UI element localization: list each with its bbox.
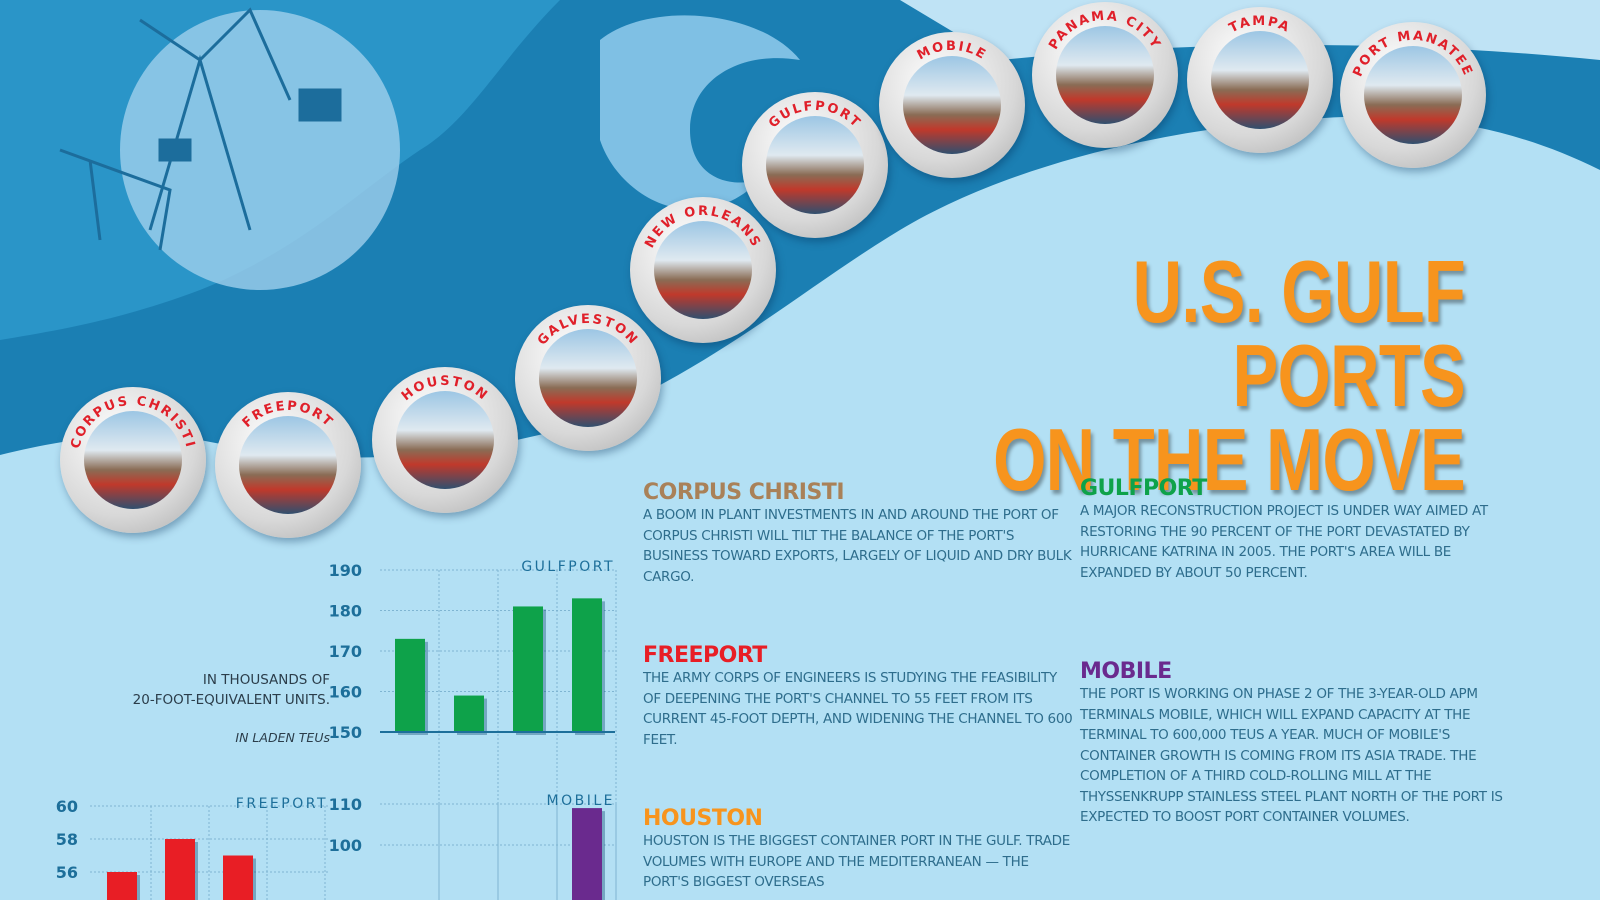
chart-title: MOBILE [547,793,615,809]
chart-title: GULFPORT [521,559,615,575]
port-name: TAMPA [1227,14,1293,36]
y-tick-label: 58 [56,830,78,849]
port-badge: FREEPORT [215,392,361,538]
y-tick-label: 100 [329,836,362,855]
port-photo [654,221,752,319]
port-photo [239,416,337,514]
chart-freeport: 56 58 60 FREEPORT [56,796,328,900]
port-photo [1211,31,1309,129]
port-badge: GALVESTON [515,305,661,451]
section-mobile: MOBILE THE PORT IS WORKING ON PHASE 2 OF … [1080,659,1503,825]
bar [513,606,543,732]
port-badge: CORPUS CHRISTI [60,387,206,533]
section-gulfport: GULFPORT A MAJOR RECONSTRUCTION PROJECT I… [1080,476,1488,581]
bar [572,808,602,900]
bar [165,839,195,900]
section-houston: HOUSTON HOUSTON IS THE BIGGEST CONTAINER … [643,806,1070,890]
section-corpus-christi: CORPUS CHRISTI A BOOM IN PLANT INVESTMENT… [643,480,1072,585]
port-badge: MOBILE [879,32,1025,178]
port-badge: HOUSTON [372,367,518,513]
bar [223,855,253,900]
y-tick-label: 56 [56,863,78,882]
bar [107,872,137,900]
chart-gulfport: 150 160 170 180 190 GULFPORT [329,559,617,900]
chart-title: FREEPORT [236,796,328,812]
y-tick-label: 160 [329,683,362,702]
port-photo [903,56,1001,154]
port-badge: TAMPA [1187,7,1333,153]
port-photo [1056,26,1154,124]
y-tick-label: 180 [329,602,362,621]
port-photo [84,411,182,509]
y-tick-label: 60 [56,797,78,816]
chart-mobile: 100 110 MOBILE [329,793,617,900]
units-label: IN THOUSANDS OF 20-FOOT-EQUIVALENT UNITS.… [132,672,330,745]
port-photo [1364,46,1462,144]
port-badge: GULFPORT [742,92,888,238]
port-badge: PORT MANATEE [1340,22,1486,168]
y-tick-label: 190 [329,561,362,580]
bar [572,598,602,732]
section-freeport: FREEPORT THE ARMY CORPS OF ENGINEERS IS S… [643,643,1073,748]
port-badge: PANAMA CITY [1032,2,1178,148]
port-photo [766,116,864,214]
crane-icon [59,7,342,251]
y-tick-label: 110 [329,795,362,814]
y-tick-label: 150 [329,723,362,742]
page-title: U.S. GULF PORTS ON THE MOVE [993,242,1466,509]
bar [395,638,425,732]
y-tick-label: 170 [329,642,362,661]
port-photo [396,391,494,489]
bar [454,695,484,732]
port-badge: NEW ORLEANS [630,197,776,343]
port-photo [539,329,637,427]
